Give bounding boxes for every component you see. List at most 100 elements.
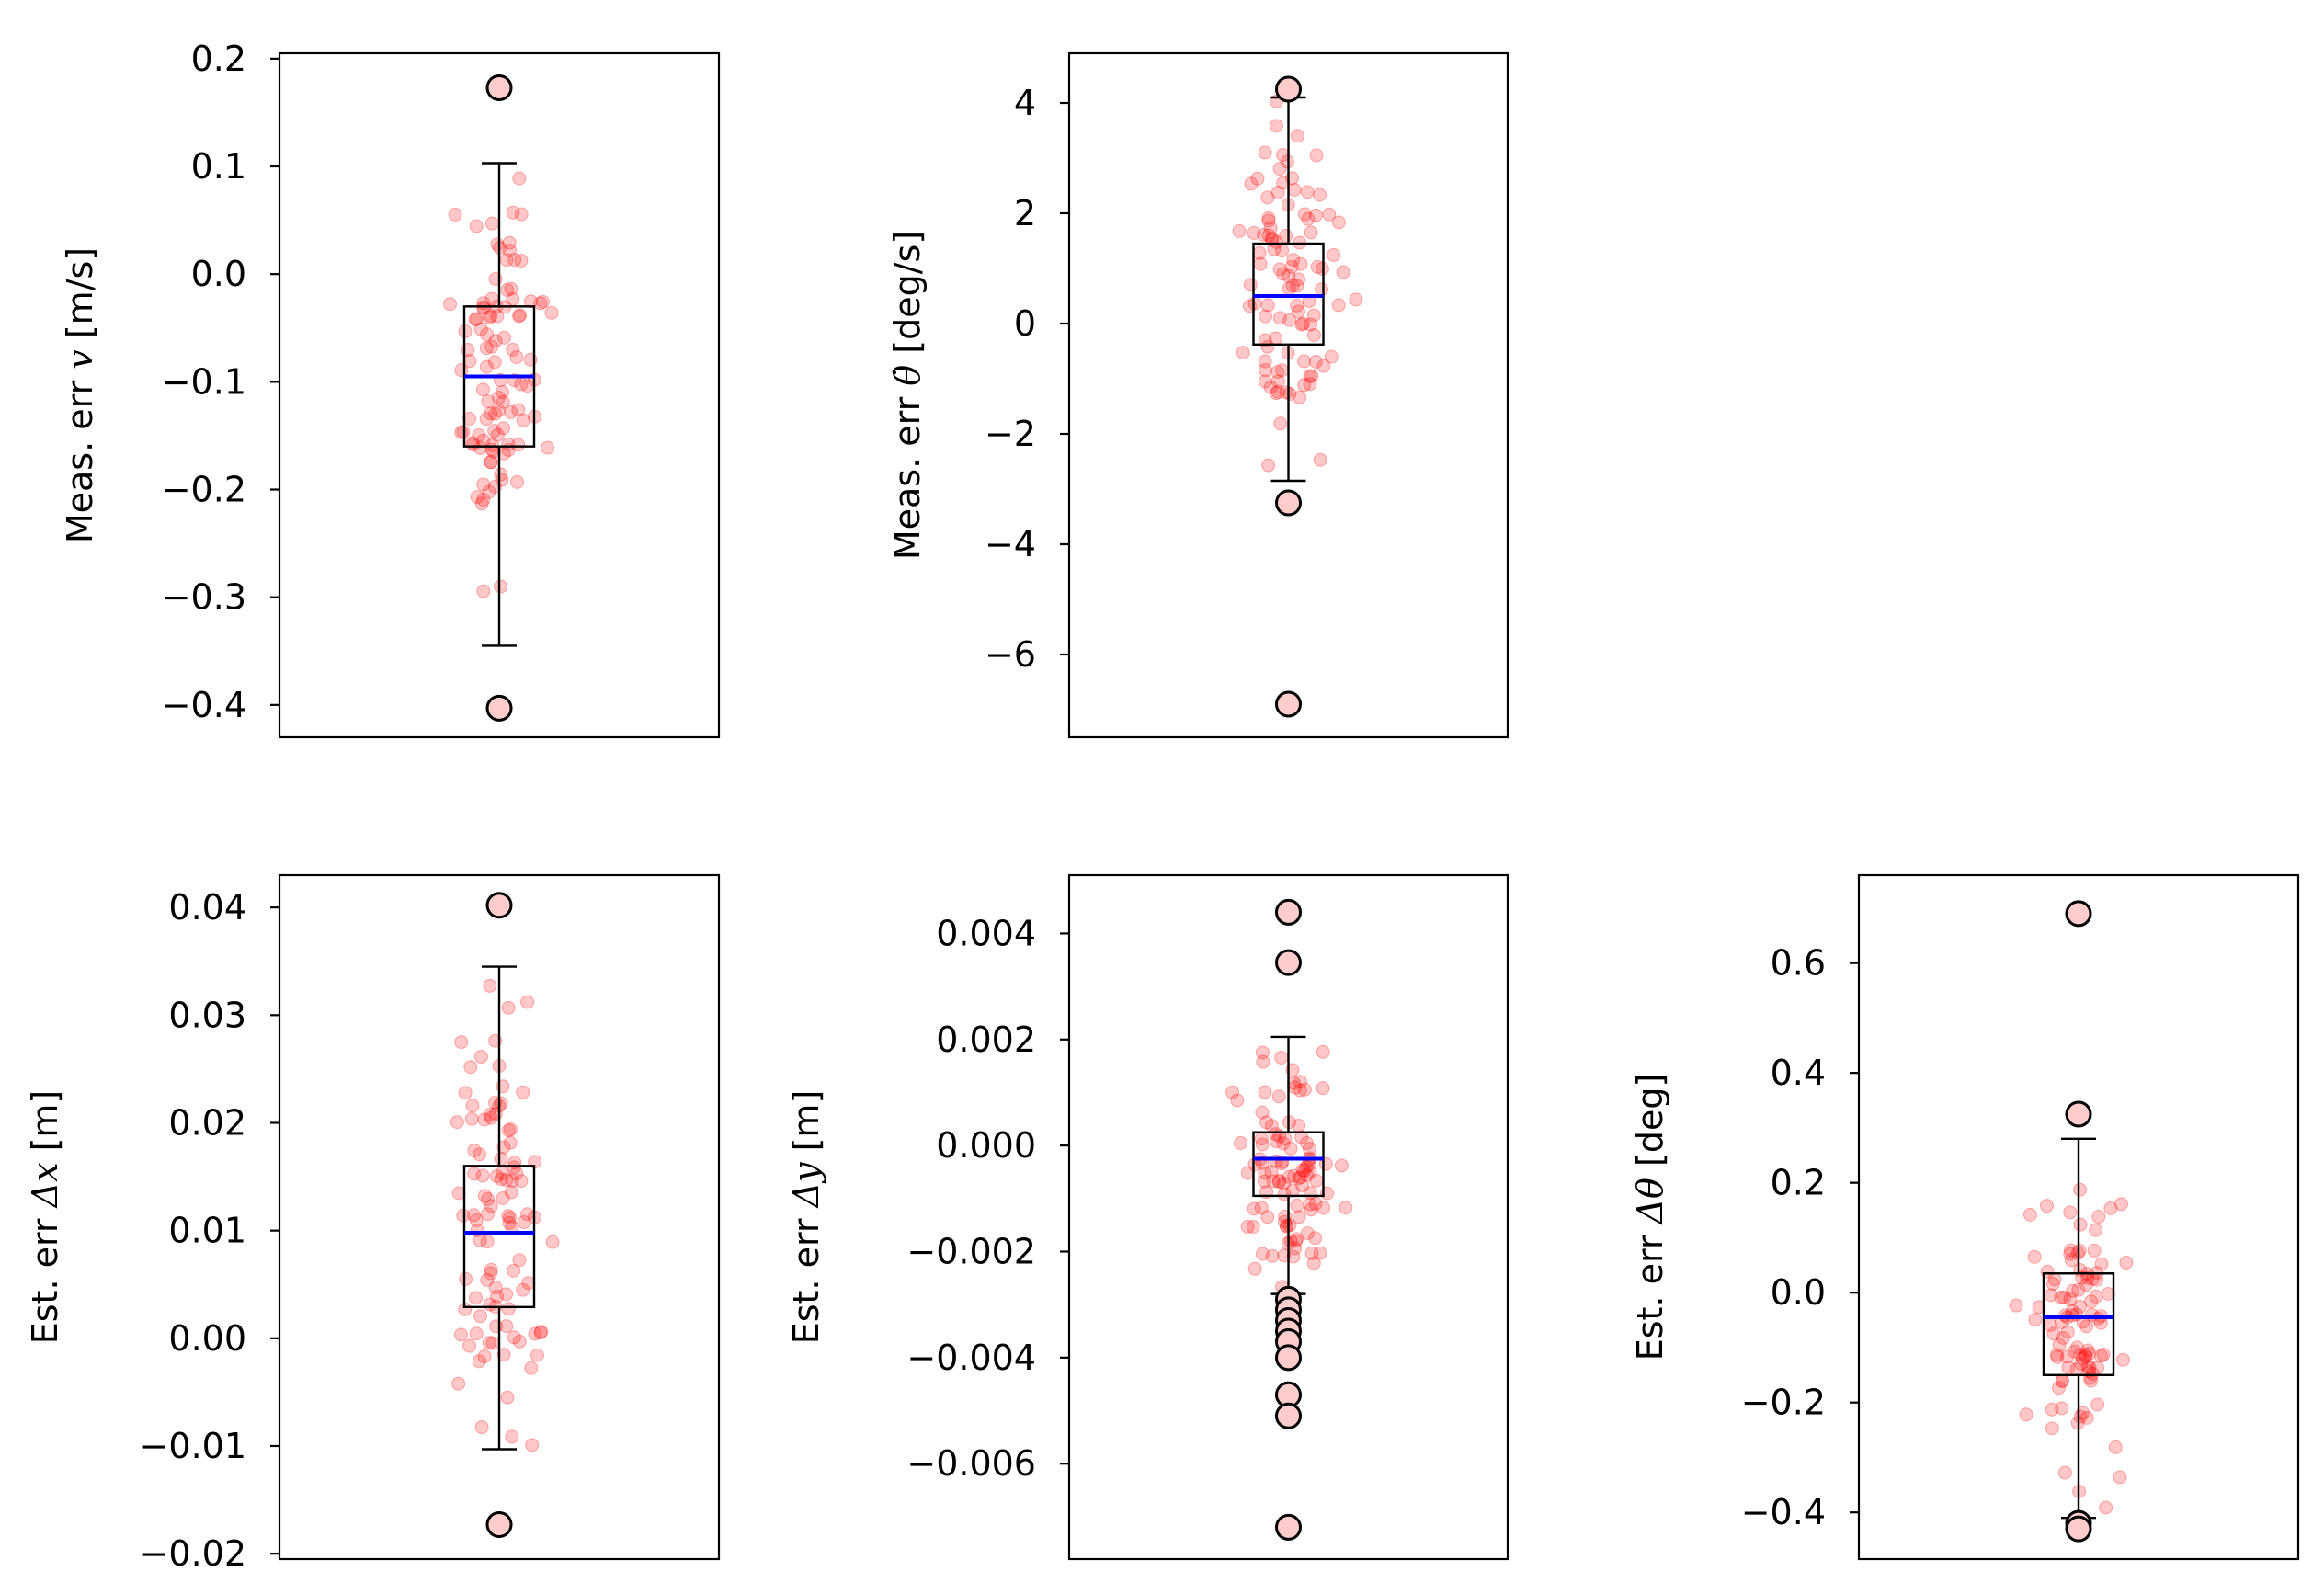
jitter-point xyxy=(467,1208,482,1223)
jitter-point xyxy=(513,308,528,323)
jitter-point xyxy=(476,477,491,492)
jitter-point xyxy=(1297,354,1312,369)
jitter-point xyxy=(496,1190,510,1205)
jitter-point xyxy=(458,1086,473,1100)
jitter-point xyxy=(480,327,495,342)
jitter-point xyxy=(1303,1197,1317,1212)
jitter-point xyxy=(1264,232,1279,246)
jitter-point xyxy=(1270,374,1285,389)
y-tick-label: 4 xyxy=(1014,83,1036,123)
jitter-point xyxy=(1257,227,1271,242)
y-tick-label: −0.2 xyxy=(162,470,246,510)
flier-point xyxy=(1275,1513,1302,1541)
jitter-point xyxy=(463,1060,478,1075)
jitter-point xyxy=(466,437,481,451)
jitter-point xyxy=(494,467,508,482)
jitter-point xyxy=(1282,386,1297,401)
y-axis-label-prefix: Meas. err xyxy=(887,386,928,560)
jitter-point xyxy=(484,339,499,354)
y-axis-label: Est. err Δy [m] xyxy=(786,1090,826,1345)
jitter-point xyxy=(2063,1205,2078,1220)
jitter-point xyxy=(484,1110,498,1125)
flier-point xyxy=(1275,1402,1302,1429)
y-axis-label-prefix: Meas. err xyxy=(60,370,100,543)
jitter-point xyxy=(1254,1132,1269,1146)
y-tick-label: −4 xyxy=(985,524,1036,564)
jitter-point xyxy=(544,305,559,320)
jitter-point xyxy=(1308,1231,1323,1246)
jitter-point xyxy=(525,1438,540,1452)
jitter-point xyxy=(1331,215,1346,230)
jitter-point xyxy=(2073,1348,2088,1362)
jitter-point xyxy=(2094,1257,2109,1271)
y-axis-label: Meas. err θ̇ [deg/s] xyxy=(887,231,928,560)
jitter-point xyxy=(1261,211,1276,225)
jitter-point xyxy=(2066,1283,2080,1298)
jitter-point xyxy=(1286,1249,1301,1264)
jitter-point xyxy=(469,312,484,326)
y-tick-label: 0.0 xyxy=(1771,1272,1826,1313)
jitter-point xyxy=(501,1302,516,1316)
panel-meas-err-v: 0.2 0.1 0.0 −0.1 −0.2 −0.3 −0.4 Meas. err v [m/… xyxy=(60,39,721,739)
jitter-point xyxy=(1263,380,1278,394)
flier-point xyxy=(485,694,513,722)
jitter-point xyxy=(500,1390,515,1405)
jitter-point xyxy=(509,1167,524,1181)
jitter-point xyxy=(1303,369,1317,383)
jitter-point xyxy=(2090,1397,2105,1412)
y-axis-label-symbol: v xyxy=(60,349,100,370)
jitter-point xyxy=(1261,458,1276,473)
jitter-point xyxy=(1274,1050,1289,1065)
jitter-point xyxy=(1280,1219,1294,1234)
y-tick-label: −6 xyxy=(985,634,1036,675)
y-tick-label: −0.4 xyxy=(162,685,246,725)
jitter-point xyxy=(2070,1340,2085,1355)
jitter-point xyxy=(1349,292,1363,307)
jitter-point xyxy=(1297,1163,1312,1178)
jitter-point xyxy=(2052,1338,2067,1352)
jitter-point xyxy=(2028,1313,2043,1327)
jitter-point xyxy=(1258,1166,1272,1180)
jitter-point xyxy=(520,995,535,1009)
jitter-point xyxy=(473,1309,488,1324)
jitter-point xyxy=(2057,1291,2072,1305)
jitter-point xyxy=(536,294,551,309)
jitter-point xyxy=(1304,317,1318,332)
jitter-point xyxy=(2103,1201,2118,1215)
jitter-point xyxy=(1331,298,1346,313)
y-tick-label: −0.002 xyxy=(906,1231,1036,1271)
jitter-point xyxy=(2022,1207,2037,1222)
jitter-point xyxy=(2082,1371,2097,1385)
jitter-point xyxy=(1278,1209,1293,1224)
jitter-point xyxy=(1301,211,1316,226)
jitter-point xyxy=(1292,272,1306,287)
jitter-point xyxy=(1293,390,1307,404)
jitter-point xyxy=(502,235,517,250)
y-axis-label-symbol: Δθ xyxy=(1630,1178,1670,1225)
jitter-point xyxy=(1269,234,1283,249)
jitter-point xyxy=(453,1327,468,1342)
jitter-point xyxy=(484,1262,498,1277)
jitter-point xyxy=(485,438,500,452)
jitter-point xyxy=(499,1287,514,1302)
jitter-point xyxy=(477,301,492,315)
jitter-point xyxy=(2089,1223,2103,1237)
jitter-points xyxy=(1232,94,1363,473)
jitter-point xyxy=(1303,377,1317,392)
flier-point xyxy=(1275,1344,1302,1372)
y-tick-label: −0.4 xyxy=(1741,1492,1826,1532)
jitter-point xyxy=(1243,278,1258,292)
jitter-point xyxy=(1290,279,1304,293)
jitter-point xyxy=(1258,1085,1272,1099)
jitter-point xyxy=(468,313,483,327)
jitter-point xyxy=(506,342,520,357)
jitter-point xyxy=(1300,185,1315,199)
jitter-point xyxy=(494,579,508,594)
jitter-point xyxy=(467,1167,482,1181)
flier-point xyxy=(1275,489,1302,517)
jitter-point xyxy=(481,394,496,409)
jitter-points xyxy=(2009,1182,2134,1515)
jitter-point xyxy=(2089,1289,2103,1304)
jitter-point xyxy=(480,1235,495,1249)
jitter-point xyxy=(533,1326,548,1340)
